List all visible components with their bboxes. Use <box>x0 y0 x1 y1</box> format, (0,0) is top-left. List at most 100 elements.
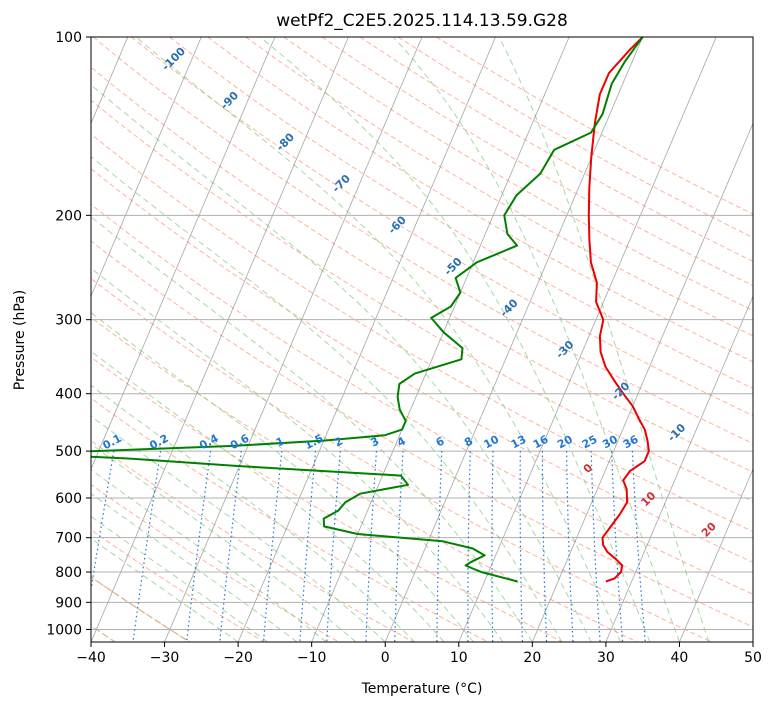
mixing-ratio-line <box>611 451 624 642</box>
moist-adiabat-line <box>91 384 415 642</box>
isotherm-line <box>605 295 753 642</box>
chart-title: wetPf2_C2E5.2025.114.13.59.G28 <box>276 11 568 31</box>
moist-adiabat-line <box>498 37 710 642</box>
moist-adiabat-label: -60 <box>386 213 409 236</box>
moist-adiabat-label: 0 <box>581 461 596 476</box>
mixing-ratio-line <box>519 451 524 642</box>
mixing-ratio-lines <box>91 450 646 642</box>
moist-adiabat-label: -30 <box>553 338 576 361</box>
moist-adiabat-label: -20 <box>609 379 632 402</box>
mixing-ratio-line <box>262 451 283 642</box>
mixing-ratio-label: 10 <box>482 433 502 452</box>
dry-adiabat-line <box>91 316 638 642</box>
isotherm-line <box>679 468 753 642</box>
moist-adiabat-line <box>91 155 563 642</box>
isotherm-line <box>91 37 276 471</box>
x-tick-label: 50 <box>744 650 762 666</box>
dry-adiabat-line <box>91 66 753 473</box>
x-axis-title: Temperature (°C) <box>361 681 483 697</box>
x-tick-label: −20 <box>223 650 253 666</box>
mixing-ratio-label: 6 <box>434 434 447 449</box>
isotherm-line <box>91 37 349 642</box>
moist-adiabat-label: -70 <box>330 172 353 195</box>
dry-adiabat-line <box>91 397 489 642</box>
x-tick-label: −40 <box>76 650 106 666</box>
x-axis-ticks: −40 −30 −20 −10 0 10 20 30 40 50 <box>76 642 762 666</box>
mixing-ratio-line <box>219 451 242 642</box>
y-tick-label: 300 <box>55 313 82 329</box>
y-tick-label: 200 <box>55 208 82 224</box>
y-tick-label: 700 <box>55 531 82 547</box>
mixing-ratio-label: 16 <box>531 433 551 452</box>
y-tick-label: 600 <box>55 491 82 507</box>
mixing-ratio-label: 2 <box>332 434 345 449</box>
dry-adiabat-line <box>91 203 753 595</box>
moist-adiabat-label: 30 <box>759 550 775 570</box>
dry-adiabat-line <box>92 37 753 445</box>
mixing-ratio-label: 0.6 <box>228 432 252 453</box>
plot-area: 0.1 0.2 0.4 0.6 1 1.5 2 3 4 6 8 10 13 16 20 25 30 36-100-… <box>91 37 775 642</box>
x-tick-label: −30 <box>150 650 180 666</box>
mixing-ratio-line <box>566 451 574 642</box>
mixing-ratio-label: 30 <box>600 433 620 452</box>
dry-adiabat-line <box>91 99 753 502</box>
series-layer <box>91 37 650 583</box>
dry-adiabat-line <box>91 356 563 642</box>
moist-adiabat-line <box>259 37 651 642</box>
moist-adiabat-label: -10 <box>665 421 688 444</box>
y-tick-label: 100 <box>55 30 82 46</box>
dry-adiabat-line <box>91 240 753 628</box>
moist-adiabat-label: -100 <box>159 44 188 73</box>
mixing-ratio-line <box>326 451 341 642</box>
mixing-ratio-label: 20 <box>555 433 575 452</box>
y-tick-label: 800 <box>55 565 82 581</box>
moist-adiabat-label: -90 <box>218 89 241 112</box>
isotherm-line <box>164 37 423 642</box>
x-tick-label: 40 <box>671 650 689 666</box>
temperature-profile-line <box>587 37 650 583</box>
mixing-ratio-label: 4 <box>395 434 408 449</box>
dry-adiabat-line <box>91 440 414 642</box>
mixing-ratio-label: 36 <box>621 433 641 452</box>
dry-adiabat-line <box>169 37 753 389</box>
moist-adiabat-line <box>91 443 357 642</box>
moist-adiabat-label: 10 <box>638 489 658 509</box>
plot-frame <box>90 36 754 643</box>
isotherm-line <box>384 37 644 642</box>
isotherm-line <box>237 37 496 642</box>
x-tick-label: 10 <box>450 650 468 666</box>
mixing-ratio-line <box>91 450 115 594</box>
moist-adiabat-line <box>91 415 386 642</box>
isotherm-line <box>91 37 202 298</box>
dry-adiabat-line <box>91 278 713 642</box>
mixing-ratio-line <box>394 451 404 642</box>
isotherm-line <box>752 640 753 642</box>
x-tick-label: 30 <box>597 650 615 666</box>
moist-adiabat-line <box>393 37 680 642</box>
x-tick-label: 0 <box>381 650 390 666</box>
dry-adiabat-line <box>91 483 340 642</box>
mixing-ratio-line <box>299 451 317 642</box>
mixing-ratio-label: 3 <box>368 434 381 449</box>
x-tick-label: −10 <box>297 650 327 666</box>
dry-adiabat-line <box>207 37 753 363</box>
mixing-ratio-label: 1.5 <box>302 432 325 453</box>
dry-adiabat-line <box>245 37 753 337</box>
mixing-ratio-line <box>186 451 212 642</box>
isotherm-line <box>311 37 570 642</box>
dry-adiabat-line <box>91 168 753 563</box>
moist-adiabat-label: -40 <box>497 296 520 319</box>
mixing-ratio-line <box>590 451 601 642</box>
dry-adiabat-line <box>91 529 265 642</box>
moist-adiabat-line <box>135 37 622 642</box>
y-tick-label: 900 <box>55 595 82 611</box>
isotherm-line <box>531 122 753 642</box>
y-tick-label: 500 <box>55 444 82 460</box>
mixing-ratio-line <box>365 451 378 642</box>
dry-adiabat-line <box>435 37 753 215</box>
mixing-ratio-line <box>436 451 443 642</box>
y-tick-label: 1000 <box>46 622 82 638</box>
moist-adiabat-line <box>91 493 298 642</box>
mixing-ratio-line <box>541 451 548 642</box>
